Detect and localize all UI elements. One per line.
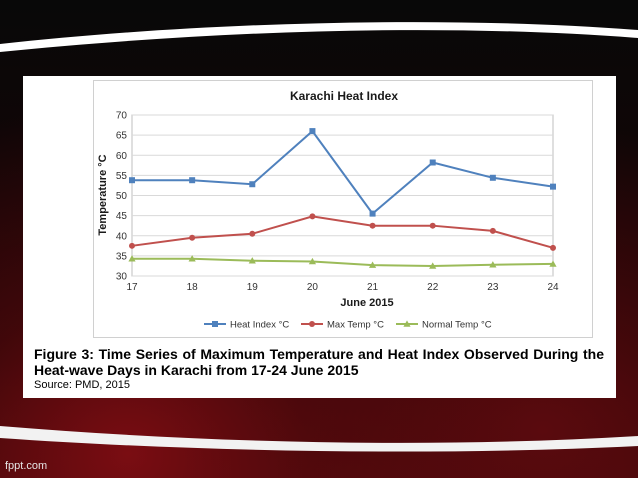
data-point-normal-temp-c [368,261,377,268]
data-point-max-temp-c [489,227,496,234]
data-point-normal-temp-c [248,257,256,264]
data-point-max-temp-c [249,230,256,237]
figure-source: Source: PMD, 2015 [34,379,130,391]
x-tick-label: 22 [427,282,439,293]
y-tick-label: 45 [116,211,128,222]
legend-label-heat-index-c: Heat Index °C [230,320,289,331]
y-tick-label: 55 [116,171,128,182]
data-point-heat-index-c [489,174,496,181]
y-tick-label: 35 [116,251,128,262]
y-tick-label: 50 [116,191,128,202]
data-point-normal-temp-c [489,261,497,268]
x-tick-label: 23 [487,282,499,293]
x-tick-label: 21 [367,282,379,293]
y-tick-label: 70 [116,111,128,122]
data-point-heat-index-c [550,183,556,190]
legend-marker-normal-temp-c [403,320,411,327]
data-point-normal-temp-c [128,255,136,262]
chart-title: Karachi Heat Index [290,89,398,103]
series-line-normal-temp-c [132,257,554,267]
data-point-max-temp-c [189,234,196,241]
data-point-normal-temp-c [188,255,196,262]
figure-caption-block: Figure 3: Time Series of Maximum Tempera… [34,346,604,392]
y-tick-label: 65 [116,131,128,142]
data-point-normal-temp-c [308,257,317,265]
figure-card: Karachi Heat Index Temperature °C June 2… [23,76,616,398]
x-tick-label: 18 [187,282,199,293]
legend-label-max-temp-c: Max Temp °C [327,320,384,331]
data-point-normal-temp-c [429,262,437,269]
data-point-max-temp-c [129,242,135,249]
watermark: fppt.com [5,460,48,472]
figure-caption: Figure 3: Time Series of Maximum Tempera… [34,346,604,378]
y-tick-label: 40 [116,231,128,242]
chart-frame: Karachi Heat Index Temperature °C June 2… [93,80,593,338]
legend-marker-max-temp-c [309,321,315,327]
data-point-heat-index-c [129,177,135,184]
legend-marker-heat-index-c [212,321,218,327]
y-tick-label: 30 [116,272,128,283]
data-point-heat-index-c [189,177,196,184]
data-point-normal-temp-c [549,260,557,267]
data-point-heat-index-c [309,128,316,135]
x-tick-label: 20 [307,282,319,293]
series-line-max-temp-c [131,215,554,249]
legend-label-normal-temp-c: Normal Temp °C [422,320,492,331]
data-point-max-temp-c [309,213,316,220]
data-point-max-temp-c [550,244,556,251]
x-tick-label: 24 [547,282,559,293]
data-point-heat-index-c [369,210,376,217]
x-tick-label: 19 [247,282,259,293]
y-tick-label: 60 [116,151,128,162]
x-axis-label: June 2015 [340,297,393,309]
line-chart: Karachi Heat Index Temperature °C June 2… [97,89,559,331]
data-point-max-temp-c [429,222,436,229]
x-tick-label: 17 [126,282,138,293]
data-point-max-temp-c [369,222,376,229]
data-point-heat-index-c [429,159,436,166]
series-line-heat-index-c [132,129,554,216]
data-point-heat-index-c [249,181,256,188]
y-axis-label: Temperature °C [97,154,109,235]
